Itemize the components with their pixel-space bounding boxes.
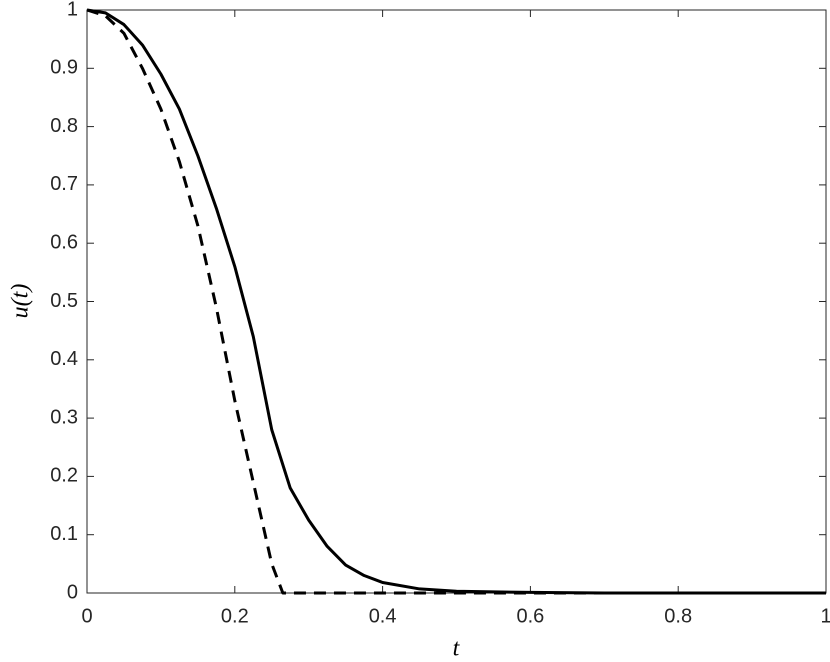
line-series [86, 8, 826, 595]
x-tick-label: 0.8 [664, 605, 692, 627]
y-tick-label: 0.4 [50, 348, 78, 370]
y-tick-label: 0.9 [50, 57, 78, 79]
x-tick-label: 0 [81, 605, 92, 627]
y-tick-label: 0.8 [50, 115, 78, 137]
y-axis-label: u(t) [8, 284, 34, 319]
x-tick-label: 0.6 [516, 605, 544, 627]
y-tick-label: 0.3 [50, 406, 78, 428]
x-tick-label: 0.4 [369, 605, 397, 627]
x-axis-label: t [453, 636, 461, 662]
y-tick-label: 0 [67, 581, 78, 603]
y-tick-label: 1 [67, 0, 78, 20]
y-tick-label: 0.6 [50, 231, 78, 253]
y-tick-label: 0.5 [50, 290, 78, 312]
y-tick-label: 0.2 [50, 465, 78, 487]
x-tick-label: 0.2 [221, 605, 249, 627]
x-tick-label: 1 [820, 605, 830, 627]
y-tick-label: 0.1 [50, 523, 78, 545]
y-tick-label: 0.7 [50, 173, 78, 195]
